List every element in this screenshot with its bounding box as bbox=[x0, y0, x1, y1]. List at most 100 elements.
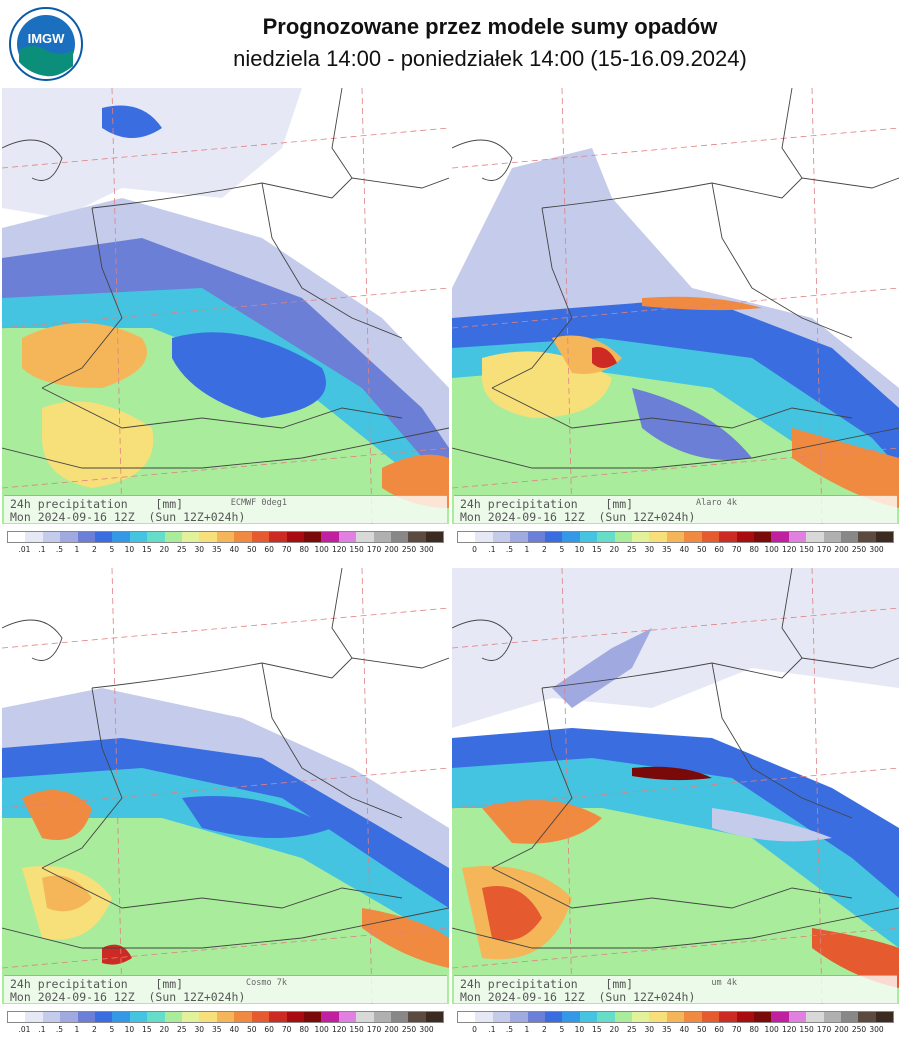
colorbar-swatch bbox=[632, 532, 650, 542]
info-variable: 24h precipitation [mm] bbox=[10, 497, 184, 511]
colorbar-swatch bbox=[95, 1012, 113, 1022]
map-info-box: 24h precipitation [mm] Mon 2024-09-16 12… bbox=[454, 975, 897, 1004]
page-title: Prognozowane przez modele sumy opadów bbox=[262, 14, 718, 39]
map-info-box: 24h precipitation [mm] Mon 2024-09-16 12… bbox=[4, 495, 447, 524]
colorbar-tick-label: 120 bbox=[331, 545, 347, 554]
colorbar-tick-label: 70 bbox=[281, 1025, 292, 1034]
colorbar-swatch bbox=[597, 532, 615, 542]
precipitation-map bbox=[2, 88, 449, 524]
colorbar-tick-label: 100 bbox=[314, 1025, 329, 1034]
colorbar-swatch bbox=[475, 532, 493, 542]
colorbar-tick-label: 300 bbox=[419, 545, 434, 554]
colorbar-swatch bbox=[527, 532, 546, 542]
colorbar-tick-label: .1 bbox=[38, 1025, 46, 1034]
colorbar-tick-label: 100 bbox=[764, 1025, 779, 1034]
info-valid-time: Mon 2024-09-16 12Z (Sun 12Z+024h) bbox=[460, 990, 696, 1004]
colorbar-swatch bbox=[321, 1012, 339, 1022]
colorbar-swatch bbox=[251, 1012, 270, 1022]
colorbar-tick-label: 25 bbox=[177, 545, 187, 554]
forecast-panel-um: 24h precipitation [mm] Mon 2024-09-16 12… bbox=[452, 568, 899, 1044]
info-variable: 24h precipitation [mm] bbox=[460, 497, 634, 511]
colorbar-tick-label: 40 bbox=[229, 545, 240, 554]
colorbar-tick-label: 1 bbox=[74, 545, 80, 554]
map-svg bbox=[452, 88, 899, 524]
colorbar-tick-label: 2 bbox=[542, 1025, 547, 1034]
colorbar-swatches bbox=[457, 1011, 894, 1023]
colorbar-swatch bbox=[60, 1012, 78, 1022]
colorbar-labels: .01.1.5 1 2 5 10 15 20 25 30 35 40 50 60 70 80 100 120 15… bbox=[7, 1023, 444, 1037]
colorbar-swatch bbox=[251, 532, 270, 542]
map-info-box: 24h precipitation [mm] Mon 2024-09-16 12… bbox=[4, 975, 447, 1004]
colorbar-swatch bbox=[614, 532, 633, 542]
colorbar-swatch bbox=[545, 532, 563, 542]
colorbar-swatch bbox=[510, 1012, 528, 1022]
colorbar-tick-label: 10 bbox=[574, 545, 585, 554]
colorbar-swatch bbox=[234, 1012, 252, 1022]
colorbar-swatch bbox=[390, 532, 409, 542]
info-valid-time: Mon 2024-09-16 12Z (Sun 12Z+024h) bbox=[10, 510, 246, 524]
colorbar-swatch bbox=[719, 532, 737, 542]
colorbar-swatch bbox=[321, 532, 339, 542]
colorbar-tick-label: 170 bbox=[366, 545, 382, 554]
colorbar-tick-label: .01 bbox=[18, 1025, 31, 1034]
precipitation-map bbox=[2, 568, 449, 1004]
colorbar-tick-label: .1 bbox=[38, 545, 46, 554]
colorbar-swatch bbox=[823, 532, 841, 542]
colorbar-tick-label: 15 bbox=[592, 545, 602, 554]
colorbar-swatch bbox=[753, 1012, 772, 1022]
colorbar-swatch bbox=[545, 1012, 563, 1022]
colorbar-tick-label: 5 bbox=[559, 1025, 565, 1034]
colorbar-tick-label: .01 bbox=[18, 545, 31, 554]
colorbar-swatch bbox=[8, 532, 26, 542]
colorbar-tick-label: 30 bbox=[194, 545, 205, 554]
colorbar-swatch bbox=[42, 1012, 61, 1022]
colorbar-swatch bbox=[666, 532, 685, 542]
colorbar-swatch bbox=[234, 532, 252, 542]
colorbar-swatch bbox=[408, 1012, 426, 1022]
colorbar-tick-label: 200 bbox=[384, 1025, 399, 1034]
colorbar-swatches bbox=[457, 531, 894, 543]
colorbar-tick-label: 200 bbox=[384, 545, 399, 554]
colorbar-tick-label: .5 bbox=[55, 545, 64, 554]
colorbar-tick-label: 2 bbox=[92, 545, 97, 554]
colorbar-swatch bbox=[182, 532, 200, 542]
colorbar-swatch bbox=[216, 532, 235, 542]
colorbar-swatch bbox=[579, 532, 598, 542]
colorbar-tick-label: 60 bbox=[264, 1025, 274, 1034]
colorbar-swatch bbox=[788, 532, 807, 542]
colorbar-swatch bbox=[25, 1012, 43, 1022]
map-svg bbox=[452, 568, 899, 1004]
colorbar-tick-label: 50 bbox=[246, 1025, 257, 1034]
colorbar-swatch bbox=[112, 1012, 130, 1022]
colorbar-tick-label: 35 bbox=[661, 1025, 672, 1034]
colorbar-labels: 0.1.5 1 2 5 10 15 20 25 30 35 40 50 60 70 80 100 120 150 1… bbox=[457, 543, 894, 557]
colorbar-swatch bbox=[286, 1012, 304, 1022]
colorbar-tick-label: 30 bbox=[644, 1025, 655, 1034]
colorbar-tick-label: 30 bbox=[194, 1025, 205, 1034]
colorbar-tick-label: 40 bbox=[679, 1025, 690, 1034]
colorbar-tick-label: 0 bbox=[472, 545, 477, 554]
colorbar-tick-label: 120 bbox=[781, 545, 797, 554]
colorbar-tick-label: .1 bbox=[488, 545, 496, 554]
colorbar-swatch bbox=[684, 1012, 702, 1022]
colorbar-swatch bbox=[303, 532, 322, 542]
colorbar-swatch bbox=[356, 532, 374, 542]
colorbar-tick-label: 20 bbox=[159, 1025, 170, 1034]
colorbar-swatches bbox=[7, 1011, 444, 1023]
colorbar-tick-label: 250 bbox=[401, 1025, 417, 1034]
info-variable: 24h precipitation [mm] bbox=[460, 977, 634, 991]
colorbar-tick-label: 60 bbox=[264, 545, 274, 554]
colorbar-tick-label: 5 bbox=[109, 545, 115, 554]
colorbar-swatch bbox=[562, 532, 580, 542]
colorbar-swatch bbox=[408, 532, 426, 542]
model-name: um 4k bbox=[711, 978, 737, 988]
colorbar-tick-label: 10 bbox=[574, 1025, 585, 1034]
colorbar-tick-label: 300 bbox=[869, 1025, 884, 1034]
colorbar-swatch bbox=[60, 532, 78, 542]
map-svg bbox=[2, 88, 449, 524]
colorbar-tick-label: 300 bbox=[419, 1025, 434, 1034]
colorbar-swatch bbox=[147, 1012, 165, 1022]
forecast-panel-ecmwf: 24h precipitation [mm] Mon 2024-09-16 12… bbox=[2, 88, 449, 564]
colorbar-tick-label: .5 bbox=[55, 1025, 64, 1034]
colorbar-swatch bbox=[182, 1012, 200, 1022]
